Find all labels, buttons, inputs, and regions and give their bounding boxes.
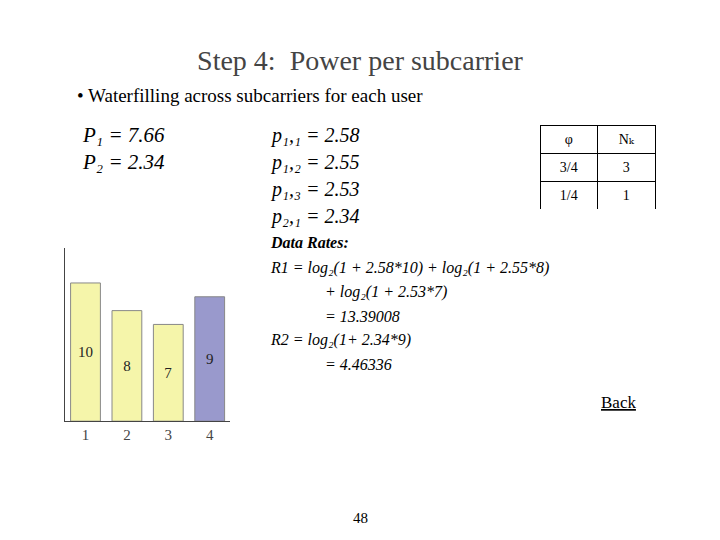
- svg-text:7: 7: [164, 365, 172, 381]
- svg-text:Step 4: Power per subcarrier: Step 4: Power per subcarrier: [197, 45, 523, 76]
- svg-text:2: 2: [123, 427, 130, 443]
- svg-text:+ log₂(1 + 2.53*7): + log₂(1 + 2.53*7): [325, 283, 447, 301]
- svg-text:1/4: 1/4: [560, 188, 578, 203]
- svg-text:R2 = log₂(1+ 2.34*9): R2 = log₂(1+ 2.34*9): [270, 331, 411, 349]
- svg-text:Back: Back: [601, 393, 636, 412]
- svg-text:p₁,₁ = 2.58: p₁,₁ = 2.58: [270, 124, 359, 147]
- svg-text:Data Rates:: Data Rates:: [270, 234, 349, 251]
- svg-text:p₂,₁ = 2.34: p₂,₁ = 2.34: [270, 205, 359, 228]
- svg-text:1: 1: [623, 188, 630, 203]
- svg-text:= 4.46336: = 4.46336: [325, 356, 392, 373]
- svg-text:10: 10: [78, 344, 93, 360]
- svg-text:φ: φ: [565, 132, 573, 147]
- svg-text:R1 = log₂(1 + 2.58*10) + log₂(: R1 = log₂(1 + 2.58*10) + log₂(1 + 2.55*8…: [270, 259, 549, 277]
- svg-text:• Waterfilling across subcarri: • Waterfilling across subcarriers for ea…: [77, 85, 423, 106]
- svg-text:3/4: 3/4: [560, 160, 578, 175]
- svg-text:p₁,₃ = 2.53: p₁,₃ = 2.53: [270, 178, 359, 201]
- svg-text:= 13.39008: = 13.39008: [325, 308, 400, 325]
- svg-text:p₁,₂ = 2.55: p₁,₂ = 2.55: [270, 151, 359, 174]
- svg-text:3: 3: [623, 160, 630, 175]
- svg-text:3: 3: [165, 427, 173, 443]
- svg-text:Nₖ: Nₖ: [619, 132, 635, 147]
- svg-text:48: 48: [353, 510, 368, 526]
- svg-text:4: 4: [206, 427, 214, 443]
- svg-text:8: 8: [123, 358, 130, 374]
- svg-text:P₁ = 7.66: P₁ = 7.66: [82, 123, 165, 147]
- svg-text:P₂ = 2.34: P₂ = 2.34: [82, 150, 165, 174]
- svg-text:1: 1: [82, 427, 90, 443]
- svg-text:9: 9: [206, 351, 214, 367]
